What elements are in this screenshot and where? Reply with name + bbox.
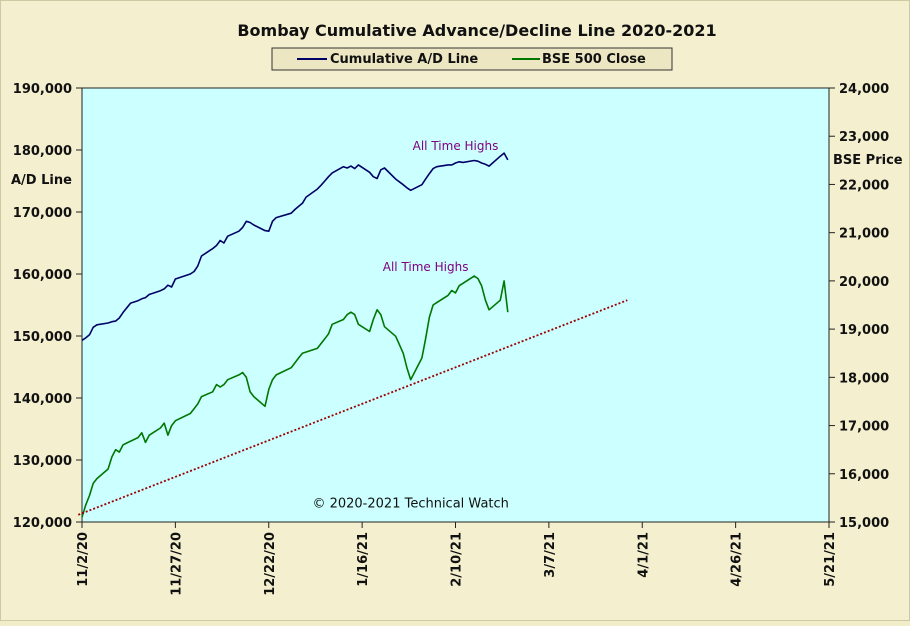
x-tick-label: 11/2/20 <box>76 532 91 587</box>
annotation-label: All Time Highs <box>413 139 499 153</box>
right-tick-label: 15,000 <box>839 516 889 531</box>
left-tick-label: 130,000 <box>13 454 72 469</box>
left-tick-label: 160,000 <box>13 268 72 283</box>
x-axis: 11/2/20 11/27/20 12/22/20 1/16/21 2/10/21 3/7… <box>76 522 838 596</box>
right-tick-label: 18,000 <box>839 371 889 386</box>
legend-box <box>271 47 673 71</box>
right-tick-label: 16,000 <box>839 468 889 483</box>
right-tick-label: 24,000 <box>839 82 889 97</box>
annotation-layer: All Time Highs All Time Highs © 2020-2021 … <box>312 139 508 512</box>
left-tick-label: 170,000 <box>13 206 72 221</box>
right-axis-label: BSE Price <box>833 153 903 168</box>
x-tick-label: 1/16/21 <box>356 532 371 587</box>
x-tick-label: 11/27/20 <box>169 532 184 596</box>
right-tick-label: 17,000 <box>839 420 889 435</box>
left-tick-label: 180,000 <box>13 144 72 159</box>
x-tick-label: 3/7/21 <box>543 532 558 578</box>
left-axis: 120,000 130,000 140,000 150,000 160,000 170,0… <box>13 82 82 531</box>
legend: Cumulative A/D Line BSE 500 Close <box>271 47 673 71</box>
chart-title: Bombay Cumulative Advance/Decline Line 2… <box>237 21 716 40</box>
right-tick-label: 23,000 <box>839 130 889 145</box>
x-tick-label: 2/10/21 <box>450 532 465 587</box>
left-tick-label: 190,000 <box>13 82 72 97</box>
right-tick-label: 21,000 <box>839 227 889 242</box>
series-line-0 <box>81 152 509 341</box>
x-tick-label: 5/21/21 <box>823 532 838 587</box>
series-layer <box>77 152 628 518</box>
copyright-note: © 2020-2021 Technical Watch <box>312 497 508 512</box>
left-tick-label: 120,000 <box>13 516 72 531</box>
x-tick-label: 4/1/21 <box>636 532 651 578</box>
right-axis: 15,000 16,000 17,000 18,000 19,000 20,000 21,0… <box>829 82 889 531</box>
legend-label-bse: BSE 500 Close <box>542 52 646 67</box>
right-tick-label: 20,000 <box>839 275 889 290</box>
plot-area <box>81 87 830 523</box>
right-tick-label: 22,000 <box>839 178 889 193</box>
left-tick-label: 150,000 <box>13 330 72 345</box>
legend-label-ad: Cumulative A/D Line <box>330 52 478 67</box>
x-tick-label: 12/22/20 <box>263 532 278 596</box>
annotation-label: All Time Highs <box>383 260 469 274</box>
series-line-1 <box>81 275 509 518</box>
left-axis-label: A/D Line <box>11 173 72 188</box>
x-tick-label: 4/26/21 <box>730 532 745 587</box>
left-tick-label: 140,000 <box>13 392 72 407</box>
right-tick-label: 19,000 <box>839 323 889 338</box>
